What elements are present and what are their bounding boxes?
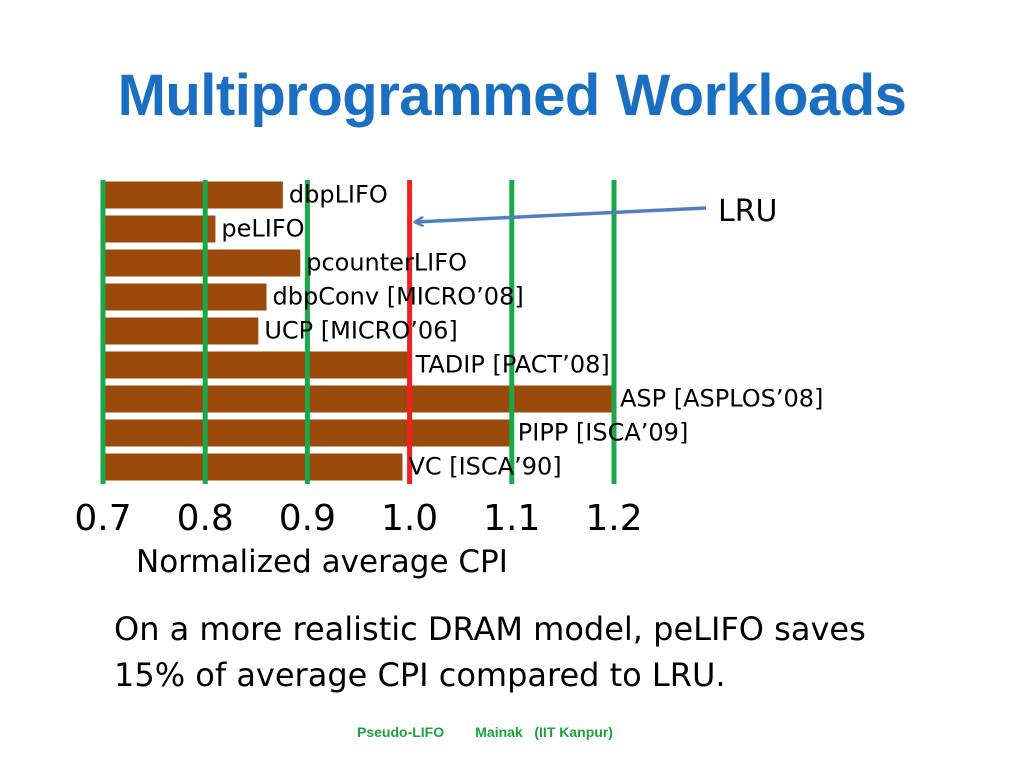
bar [103, 385, 614, 413]
bar [103, 249, 301, 277]
bar [103, 215, 216, 243]
tick-label: 0.9 [279, 498, 336, 539]
bar-label: UCP [MICRO’06] [264, 317, 457, 345]
footer-left: Pseudo-LIFO [357, 724, 445, 740]
bar [103, 453, 403, 481]
footer: Pseudo-LIFO Mainak (IIT Kanpur) [357, 724, 613, 740]
bar-label: dbpConv [MICRO’08] [273, 283, 524, 311]
gridlines-group [100, 180, 617, 484]
bar-label: TADIP [PACT’08] [415, 351, 610, 379]
tick-label: 0.7 [74, 498, 131, 539]
bar [103, 181, 283, 209]
bar-label: VC [ISCA’90] [408, 453, 561, 481]
footer-right: Mainak (IIT Kanpur) [475, 724, 613, 740]
summary-line-1: On a more realistic DRAM model, peLIFO s… [114, 610, 866, 648]
tick-label: 0.8 [177, 498, 234, 539]
x-axis-label: Normalized average CPI [136, 544, 508, 580]
summary-line-2: 15% of average CPI compared to LRU. [114, 656, 726, 694]
tick-label: 1.1 [483, 498, 540, 539]
tick-label: 1.0 [381, 498, 438, 539]
tick-labels-group: 0.7 0.8 0.9 1.0 1.1 1.2 [74, 498, 642, 539]
lru-arrow [416, 206, 707, 222]
lru-callout: LRU [416, 194, 778, 229]
bar-label: pcounterLIFO [306, 249, 467, 277]
bar [103, 317, 259, 345]
bar-label: peLIFO [221, 215, 304, 243]
bar-label: PIPP [ISCA’09] [518, 419, 689, 447]
lru-label: LRU [718, 194, 778, 229]
bar [103, 283, 267, 311]
bars-group [103, 181, 614, 481]
summary-note: On a more realistic DRAM model, peLIFO s… [114, 606, 1014, 698]
tick-label: 1.2 [585, 498, 642, 539]
bar-label: ASP [ASPLOS’08] [620, 385, 823, 413]
bar [103, 351, 410, 379]
page-title: Multiprogrammed Workloads [117, 63, 907, 128]
bar-label: dbpLIFO [289, 181, 388, 209]
